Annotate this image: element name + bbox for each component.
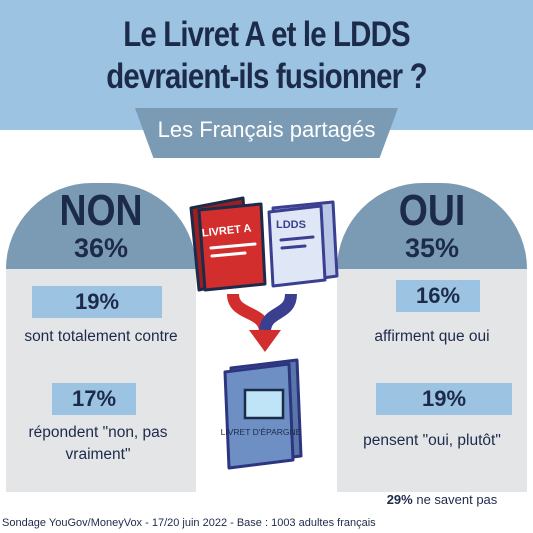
livret-epargne-book-icon: LIVRET D'ÉPARGNE	[221, 358, 303, 470]
undecided-text: ne savent pas	[412, 492, 498, 507]
ldds-book-icon: LDDS	[267, 200, 339, 288]
oui-item-1-text: affirment que oui	[374, 328, 490, 345]
non-item-1-percent: 19%	[32, 286, 162, 318]
oui-panel-header	[337, 183, 527, 269]
oui-label: OUI	[398, 186, 466, 235]
oui-item-2-percent: 19%	[376, 383, 512, 415]
oui-percent: 35%	[404, 233, 460, 263]
subtitle: Les Français partagés	[157, 117, 376, 142]
page-title: Le Livret A et le LDDS devraient-ils fus…	[106, 15, 427, 96]
livret-a-label: LIVRET A	[201, 222, 252, 239]
source-caption: Sondage YouGov/MoneyVox - 17/20 juin 202…	[2, 517, 376, 529]
non-item-2-percent: 17%	[52, 383, 136, 415]
subtitle-ribbon	[135, 108, 398, 158]
ldds-label: LDDS	[276, 219, 306, 231]
books-merge-illustration: LIVRET A LDDS LIVRET D'ÉPARGNE	[189, 196, 339, 470]
oui-item-1-percent: 16%	[396, 280, 480, 312]
non-item-2-text: répondent "non, pas vraiment"	[28, 424, 168, 463]
livret-epargne-label: LIVRET D'ÉPARGNE	[221, 427, 302, 437]
non-item-1-text: sont totalement contre	[24, 328, 178, 345]
undecided-note: 29% ne savent pas	[362, 492, 522, 507]
oui-panel: OUI 35%	[337, 183, 527, 492]
oui-item-2-text: pensent "oui, plutôt"	[363, 432, 501, 449]
non-percent: 36%	[73, 233, 129, 263]
merge-arrow-icon	[227, 293, 297, 352]
undecided-percent: 29%	[386, 492, 413, 507]
non-panel-header	[6, 183, 196, 269]
livret-a-book-icon: LIVRET A	[189, 196, 267, 292]
non-label: NON	[59, 186, 143, 235]
non-panel: NON 36%	[6, 183, 196, 492]
